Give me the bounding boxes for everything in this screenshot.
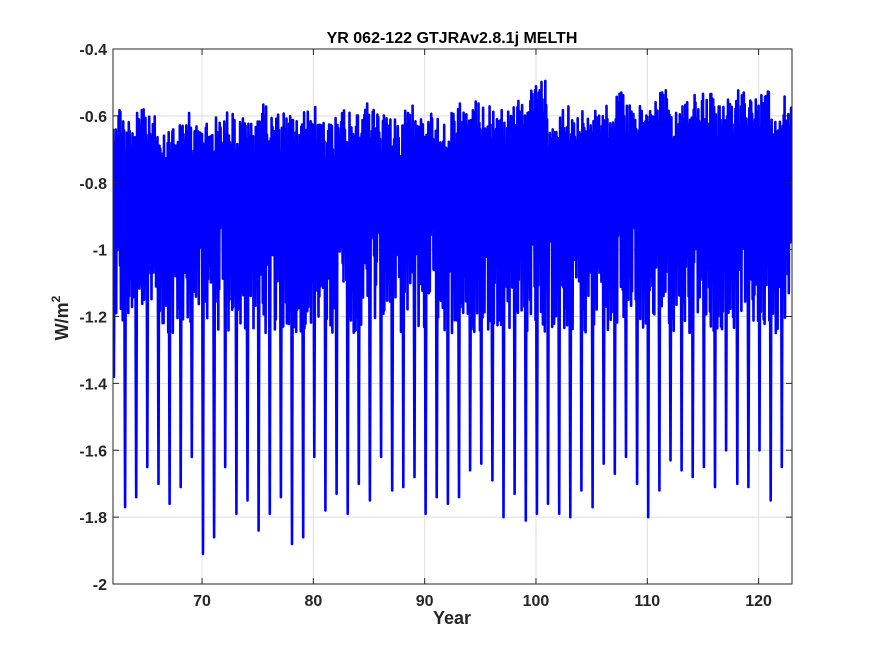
x-tick-label: 90 xyxy=(416,593,434,610)
series-line xyxy=(113,79,792,556)
x-axis-label: Year xyxy=(433,608,471,628)
x-tick-label: 120 xyxy=(745,593,772,610)
y-axis-label-base: W/m xyxy=(52,302,72,340)
y-tick-label: -1.6 xyxy=(79,443,107,460)
y-axis-label-superscript: 2 xyxy=(49,295,63,302)
y-tick-label: -0.4 xyxy=(79,42,107,59)
y-tick-label: -1 xyxy=(93,243,107,260)
y-tick-label: -0.6 xyxy=(79,109,107,126)
series-group xyxy=(113,79,792,556)
y-tick-label: -1.2 xyxy=(79,310,107,327)
y-tick-labels: -2 -1.8 -1.6 -1.4 -1.2 -1 -0.8 -0.6 -0.4 xyxy=(79,42,107,594)
x-tick-labels: 70 80 90 100 110 120 xyxy=(193,593,772,610)
x-tick-label: 70 xyxy=(193,593,211,610)
y-axis-label: W/m2 xyxy=(49,295,72,340)
ticks xyxy=(113,48,792,585)
y-tick-label: -1.4 xyxy=(79,376,107,393)
x-tick-label: 100 xyxy=(523,593,550,610)
y-tick-label: -1.8 xyxy=(79,510,107,527)
y-tick-label: -2 xyxy=(93,577,107,594)
y-tick-label: -0.8 xyxy=(79,176,107,193)
x-tick-label: 80 xyxy=(304,593,322,610)
x-tick-label: 110 xyxy=(634,593,660,610)
chart-title: YR 062-122 GTJRAv2.8.1j MELTH xyxy=(327,30,578,47)
